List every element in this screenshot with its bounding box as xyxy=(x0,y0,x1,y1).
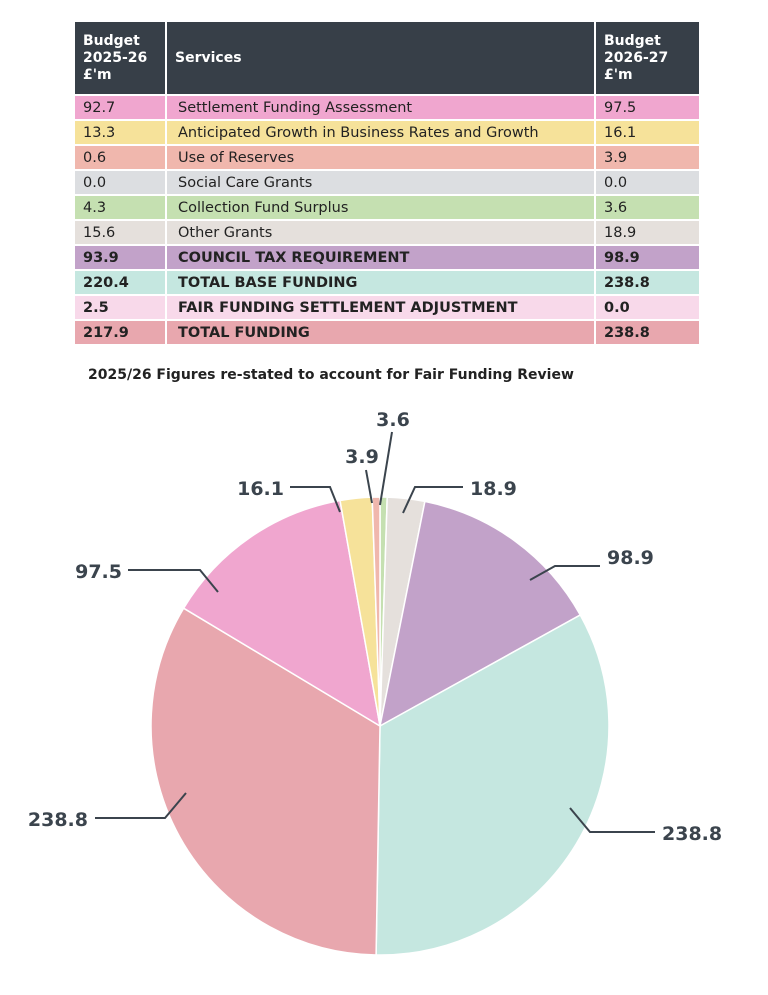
budget-2026-27-cell: 3.6 xyxy=(594,194,701,221)
budget-2025-26-cell: 4.3 xyxy=(73,194,167,221)
leader-line xyxy=(402,486,463,514)
pie-slice xyxy=(150,607,381,956)
budget-2026-27-cell: 98.9 xyxy=(594,244,701,271)
budget-2026-27-cell: 18.9 xyxy=(594,219,701,246)
service-cell: Collection Fund Surplus xyxy=(165,194,596,221)
service-cell: FAIR FUNDING SETTLEMENT ADJUSTMENT xyxy=(165,294,596,321)
table-row: 15.6 Other Grants 18.9 xyxy=(73,219,701,246)
budget-2026-27-cell: 238.8 xyxy=(594,269,701,296)
pie-slice xyxy=(371,496,381,727)
budget-2025-26-cell: 217.9 xyxy=(73,319,167,346)
service-cell: Settlement Funding Assessment xyxy=(165,94,596,121)
budget-2026-27-cell: 0.0 xyxy=(594,169,701,196)
data-label: 238.8 xyxy=(662,823,722,845)
budget-2026-27-cell: 3.9 xyxy=(594,144,701,171)
leader-line xyxy=(365,469,373,504)
table-row: 4.3 Collection Fund Surplus 3.6 xyxy=(73,194,701,221)
leader-line xyxy=(569,807,655,833)
pie-slice xyxy=(182,499,382,728)
data-label: 97.5 xyxy=(75,561,122,583)
leader-line xyxy=(290,486,341,513)
service-cell: TOTAL FUNDING xyxy=(165,319,596,346)
budget-2025-26-cell: 220.4 xyxy=(73,269,167,296)
data-label: 3.9 xyxy=(345,446,379,468)
table-row: 0.6 Use of Reserves 3.9 xyxy=(73,144,701,171)
budget-2026-27-cell: 238.8 xyxy=(594,319,701,346)
leader-line xyxy=(95,792,187,819)
budget-2025-26-cell: 0.6 xyxy=(73,144,167,171)
budget-table: Budget 2025-26 £'m Services Budget 2026-27 £… xyxy=(73,20,701,346)
service-cell: Anticipated Growth in Business Rates and… xyxy=(165,119,596,146)
data-label: 238.8 xyxy=(28,809,88,831)
header-budget-2026-27: Budget 2026-27 £'m xyxy=(594,20,701,96)
service-cell: TOTAL BASE FUNDING xyxy=(165,269,596,296)
footnote: 2025/26 Figures re-stated to account for… xyxy=(88,367,574,383)
header-budget-2025-26: Budget 2025-26 £'m xyxy=(73,20,167,96)
budget-2025-26-cell: 15.6 xyxy=(73,219,167,246)
leader-line xyxy=(529,565,600,581)
service-cell: Use of Reserves xyxy=(165,144,596,171)
leader-line xyxy=(379,431,393,506)
header-services: Services xyxy=(165,20,596,96)
budget-2025-26-cell: 92.7 xyxy=(73,94,167,121)
budget-2025-26-cell: 2.5 xyxy=(73,294,167,321)
data-label: 18.9 xyxy=(470,478,517,500)
budget-2025-26-cell: 93.9 xyxy=(73,244,167,271)
budget-2026-27-cell: 97.5 xyxy=(594,94,701,121)
budget-2026-27-cell: 16.1 xyxy=(594,119,701,146)
service-cell: COUNCIL TAX REQUIREMENT xyxy=(165,244,596,271)
table-row: 93.9 COUNCIL TAX REQUIREMENT 98.9 xyxy=(73,244,701,271)
service-cell: Other Grants xyxy=(165,219,596,246)
table-row: 217.9 TOTAL FUNDING 238.8 xyxy=(73,319,701,346)
pie-slice xyxy=(378,500,582,728)
budget-2025-26-cell: 0.0 xyxy=(73,169,167,196)
table-row: 13.3 Anticipated Growth in Business Rates… xyxy=(73,119,701,146)
data-label: 16.1 xyxy=(237,478,284,500)
table-row: 220.4 TOTAL BASE FUNDING 238.8 xyxy=(73,269,701,296)
table-row: 2.5 FAIR FUNDING SETTLEMENT ADJUSTMENT 0.0 xyxy=(73,294,701,321)
leader-line xyxy=(128,569,219,593)
table-row: 0.0 Social Care Grants 0.0 xyxy=(73,169,701,196)
service-cell: Social Care Grants xyxy=(165,169,596,196)
table-row: 92.7 Settlement Funding Assessment 97.5 xyxy=(73,94,701,121)
data-label: 3.6 xyxy=(376,409,410,431)
budget-2026-27-cell: 0.0 xyxy=(594,294,701,321)
budget-2025-26-cell: 13.3 xyxy=(73,119,167,146)
pie-slice xyxy=(375,613,610,956)
data-label: 98.9 xyxy=(607,547,654,569)
